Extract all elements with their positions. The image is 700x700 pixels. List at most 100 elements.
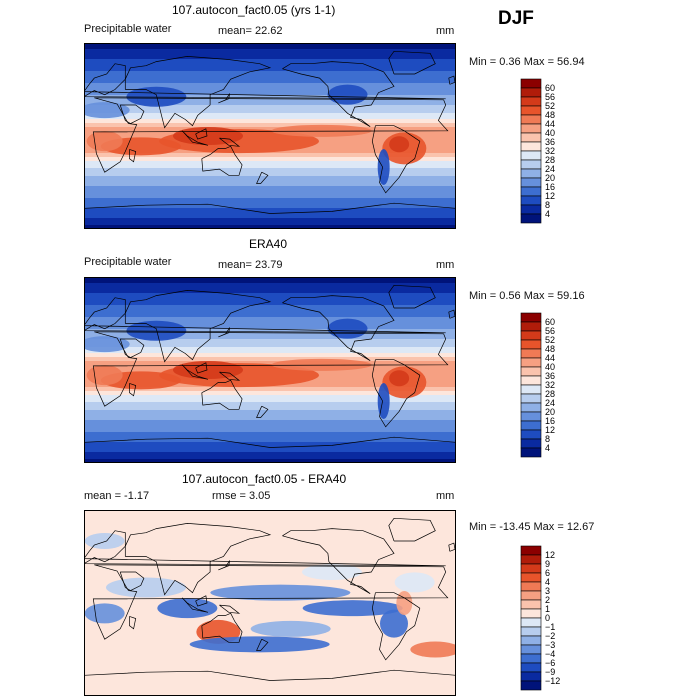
panel2-map	[84, 277, 456, 463]
panel1-colorbar-box	[520, 177, 542, 188]
panel3-colorbar-label: −4	[545, 649, 555, 659]
panel1-colorbar-box	[520, 186, 542, 197]
panel1-colorbar-label: 32	[545, 146, 555, 156]
panel2-field-blob	[377, 383, 390, 419]
panel2-map-frame	[84, 277, 456, 463]
panel3-colorbar-box	[520, 554, 542, 565]
panel3-colorbar-label: 3	[545, 586, 550, 596]
panel1-colorbar-label: 44	[545, 119, 555, 129]
panel1-coastline	[92, 97, 449, 173]
panel2-colorbar-label: 16	[545, 416, 555, 426]
panel3-colorbar-label: −1	[545, 622, 555, 632]
panel1-colorbar-label: 16	[545, 182, 555, 192]
panel1-colorbar-box	[520, 96, 542, 107]
panel3-colorbar-box	[520, 545, 542, 556]
panel1-title: 107.autocon_fact0.05 (yrs 1-1)	[172, 3, 336, 17]
panel1-colorbar-box	[520, 195, 542, 206]
panel1-coastline	[181, 130, 209, 146]
panel2-colorbar-box	[520, 321, 542, 332]
panel1-colorbar-box	[520, 150, 542, 161]
panel1-field-blob	[327, 84, 368, 105]
panel1-colorbar-label: 52	[545, 101, 555, 111]
panel1-coastline	[371, 125, 421, 194]
panel1-field-blob	[271, 124, 372, 137]
panel2-coastline	[256, 405, 269, 418]
panel3-coastline	[92, 564, 449, 640]
panel3-colorbar-label: 12	[545, 550, 555, 560]
panel3-field-blob	[302, 564, 362, 580]
panel1-units: mm	[436, 25, 455, 37]
panel3-field-blob	[410, 641, 456, 658]
panel3-field-blob	[84, 603, 125, 624]
panel1-colorbar-label: 24	[545, 164, 555, 174]
panel2-colorbar-label: 60	[545, 317, 555, 327]
panel3-coastline	[129, 616, 137, 630]
panel1-coastline	[218, 93, 231, 104]
panel3-minmax: Min = -13.45 Max = 12.67	[469, 521, 595, 533]
panel3-coastline	[371, 592, 421, 661]
panel1-colorbar-box	[520, 141, 542, 152]
panel3-field-blob	[84, 533, 125, 549]
panel2-field-blob	[126, 320, 187, 341]
panel1-colorbar-box	[520, 78, 542, 89]
panel2-coastline	[92, 331, 449, 407]
panel2-coastline	[388, 284, 436, 309]
panel3-coastline	[84, 530, 446, 567]
panel1-field-blob	[377, 149, 390, 185]
panel2-minmax: Min = 0.56 Max = 59.16	[469, 290, 585, 302]
panel2-mean: mean= 23.79	[218, 259, 283, 271]
panel3-coastlines	[84, 517, 456, 681]
panel3-coastline	[201, 612, 243, 643]
panel2-colorbar-box	[520, 393, 542, 404]
panel3-field	[84, 510, 456, 696]
panel1-mean: mean= 22.62	[218, 25, 283, 37]
panel3-field-blob	[396, 591, 413, 615]
panel2-coastline	[84, 436, 456, 448]
panel3-units: mm	[436, 490, 455, 502]
panel3-colorbar-label: 1	[545, 604, 550, 614]
panel2-colorbar-box	[520, 348, 542, 359]
panel2-variable: Precipitable water	[84, 256, 172, 268]
panel1-colorbar-box	[520, 105, 542, 116]
panel2-coastline	[119, 338, 145, 358]
panel2-colorbar-label: 8	[545, 434, 550, 444]
panel3-colorbar-label: 4	[545, 577, 550, 587]
panel3-colorbar-box	[520, 626, 542, 637]
panel1-variable: Precipitable water	[84, 23, 172, 35]
panel3-coastline	[181, 597, 209, 613]
panel1-field-blob	[126, 86, 187, 107]
panel1-map-frame	[84, 43, 456, 229]
panel2-coastline	[181, 364, 209, 380]
panel2-coastline	[282, 295, 395, 362]
panel3-colorbar-box	[520, 608, 542, 619]
panel1-minmax: Min = 0.36 Max = 56.94	[469, 56, 585, 68]
panel1-coastline	[219, 137, 241, 147]
panel3-colorbar-box	[520, 644, 542, 655]
panel1-colorbar-label: 4	[545, 209, 550, 219]
panel1-colorbar-box	[520, 213, 542, 224]
panel1-colorbar-label: 36	[545, 137, 555, 147]
panel3-coastline	[195, 595, 208, 607]
panel1-colorbar-box	[520, 87, 542, 98]
panel2-field-blob	[271, 358, 372, 371]
panel1-coastline	[282, 61, 395, 128]
panel1-colorbar-label: 60	[545, 83, 555, 93]
panel2-colorbar-label: 52	[545, 335, 555, 345]
panel2-colorbar-box	[520, 312, 542, 323]
panel1-colorbar-box	[520, 159, 542, 170]
panel3-mean: mean = -1.17	[84, 490, 150, 502]
panel1-colorbar-box	[520, 204, 542, 215]
panel1-field	[84, 43, 456, 229]
panel2-coastline	[218, 327, 231, 338]
panel2-colorbar-label: 36	[545, 371, 555, 381]
panel2-colorbar-label: 40	[545, 362, 555, 372]
panel3-title: 107.autocon_fact0.05 - ERA40	[182, 472, 347, 486]
panel1-colorbar-label: 48	[545, 110, 555, 120]
panel2-colorbar-label: 48	[545, 344, 555, 354]
panel2-coastline	[371, 359, 421, 428]
panel3-coastline	[124, 523, 272, 596]
panel1-colorbar-label: 8	[545, 200, 550, 210]
panel2-colorbar-box	[520, 384, 542, 395]
panel1-coastline	[256, 171, 269, 184]
